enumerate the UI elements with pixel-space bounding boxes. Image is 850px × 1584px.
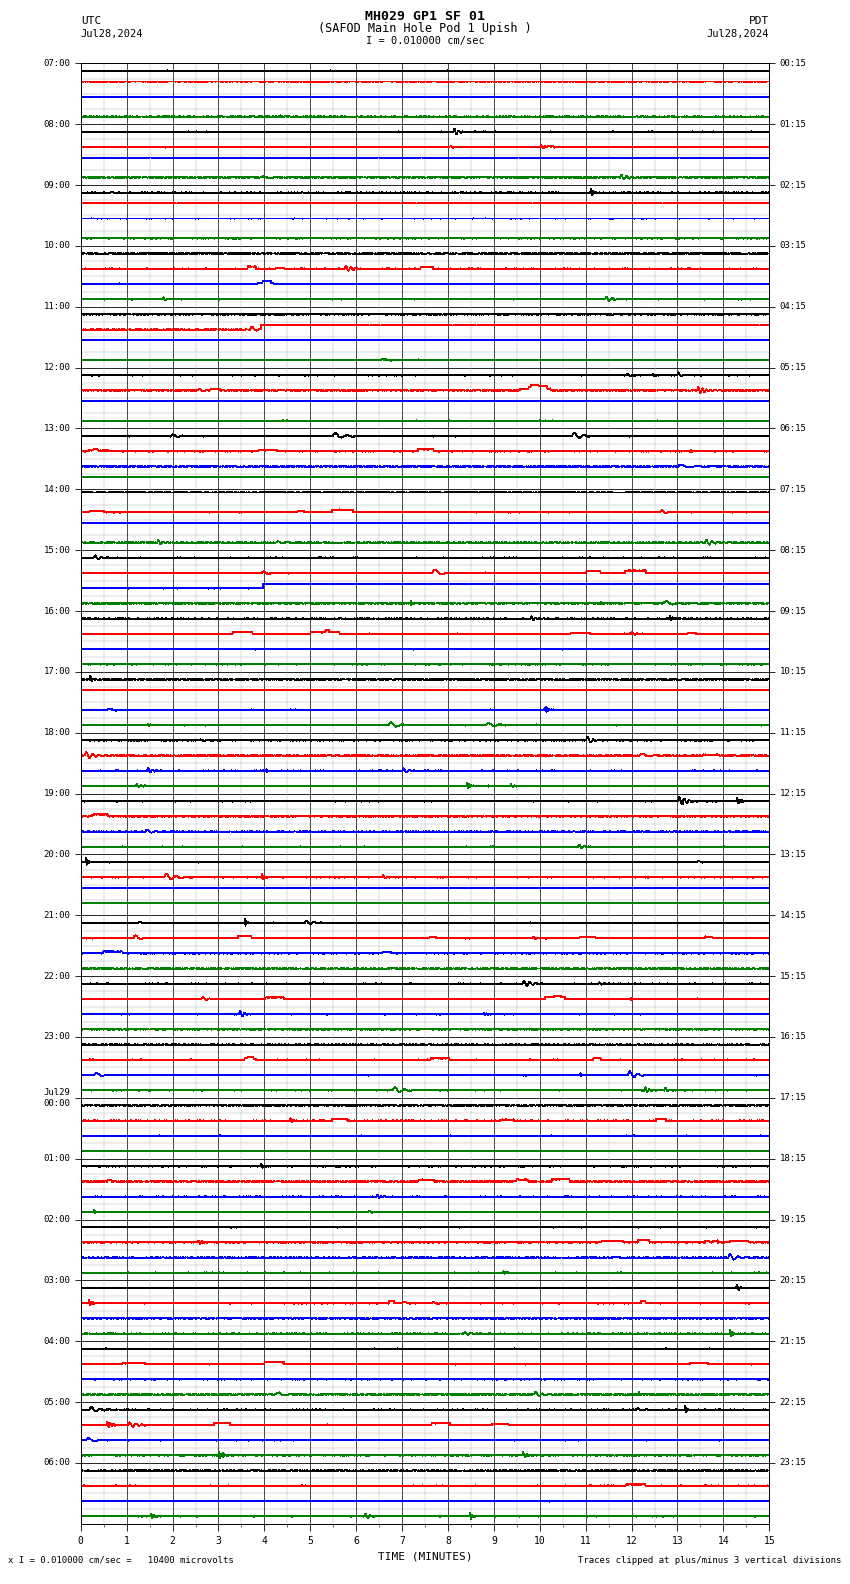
X-axis label: TIME (MINUTES): TIME (MINUTES): [377, 1551, 473, 1562]
Text: Jul28,2024: Jul28,2024: [81, 29, 144, 38]
Text: UTC: UTC: [81, 16, 101, 25]
Text: MH029 GP1 SF 01: MH029 GP1 SF 01: [365, 10, 485, 22]
Text: PDT: PDT: [749, 16, 769, 25]
Text: Jul28,2024: Jul28,2024: [706, 29, 769, 38]
Text: (SAFOD Main Hole Pod 1 Upish ): (SAFOD Main Hole Pod 1 Upish ): [318, 22, 532, 35]
Text: Traces clipped at plus/minus 3 vertical divisions: Traces clipped at plus/minus 3 vertical …: [578, 1555, 842, 1565]
Text: x I = 0.010000 cm/sec =   10400 microvolts: x I = 0.010000 cm/sec = 10400 microvolts: [8, 1555, 235, 1565]
Text: I = 0.010000 cm/sec: I = 0.010000 cm/sec: [366, 36, 484, 46]
